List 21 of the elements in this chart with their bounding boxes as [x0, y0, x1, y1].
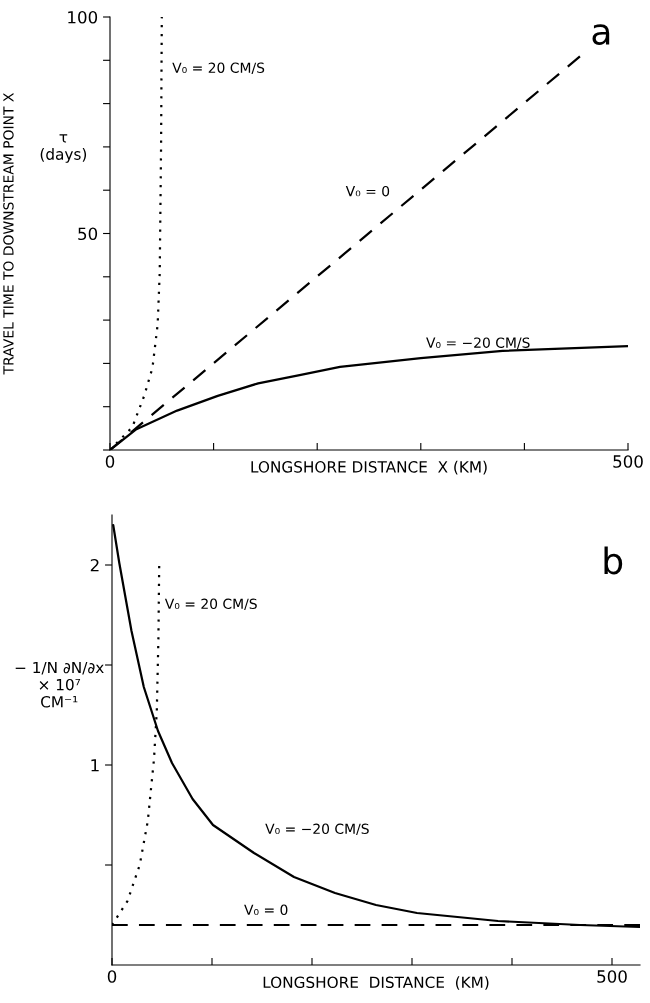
x-tick-label: 0	[107, 970, 117, 983]
text: τ (days)	[40, 134, 87, 163]
y-axis-title: TRAVEL TIME TO DOWNSTREAM POINT X	[3, 93, 14, 375]
series-label: V₀ = 0	[244, 904, 288, 916]
x-tick-label: 500	[613, 455, 643, 468]
series-label: V₀ = −20 CM/S	[265, 823, 369, 836]
y-tick-label: 100	[68, 10, 98, 24]
x-axis-title: LONGSHORE DISTANCE X (KM)	[251, 460, 487, 475]
x-tick-label: 500	[597, 970, 627, 983]
y-tick-label: 1	[91, 759, 99, 772]
series-label: V₀ = 20 CM/S	[164, 598, 257, 611]
series-label: V₀ = 20 CM/S	[172, 62, 265, 75]
series-label: V₀ = 0	[345, 185, 390, 197]
x-axis-title: LONGSHORE DISTANCE (KM)	[263, 976, 489, 990]
text: b	[604, 546, 623, 575]
x-tick-label: 0	[105, 455, 115, 468]
series-label: V₀ = −20 CM/S	[426, 337, 530, 350]
y-axis-title: − 1/N ∂N/∂x × 10⁷ CM⁻¹	[15, 661, 104, 708]
y-tick-label: 2	[90, 558, 99, 572]
y-tick-label: 50	[78, 227, 98, 241]
chart-title: a	[592, 24, 610, 45]
